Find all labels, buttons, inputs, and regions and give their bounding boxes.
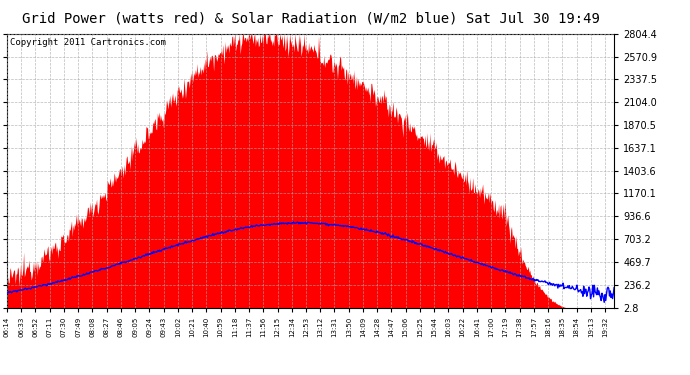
Text: Copyright 2011 Cartronics.com: Copyright 2011 Cartronics.com [10,38,166,47]
Text: Grid Power (watts red) & Solar Radiation (W/m2 blue) Sat Jul 30 19:49: Grid Power (watts red) & Solar Radiation… [21,11,600,25]
